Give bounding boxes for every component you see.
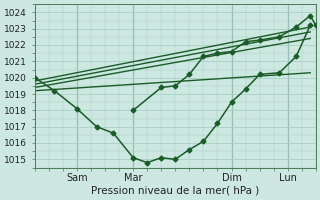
X-axis label: Pression niveau de la mer( hPa ): Pression niveau de la mer( hPa ) [91, 186, 260, 196]
